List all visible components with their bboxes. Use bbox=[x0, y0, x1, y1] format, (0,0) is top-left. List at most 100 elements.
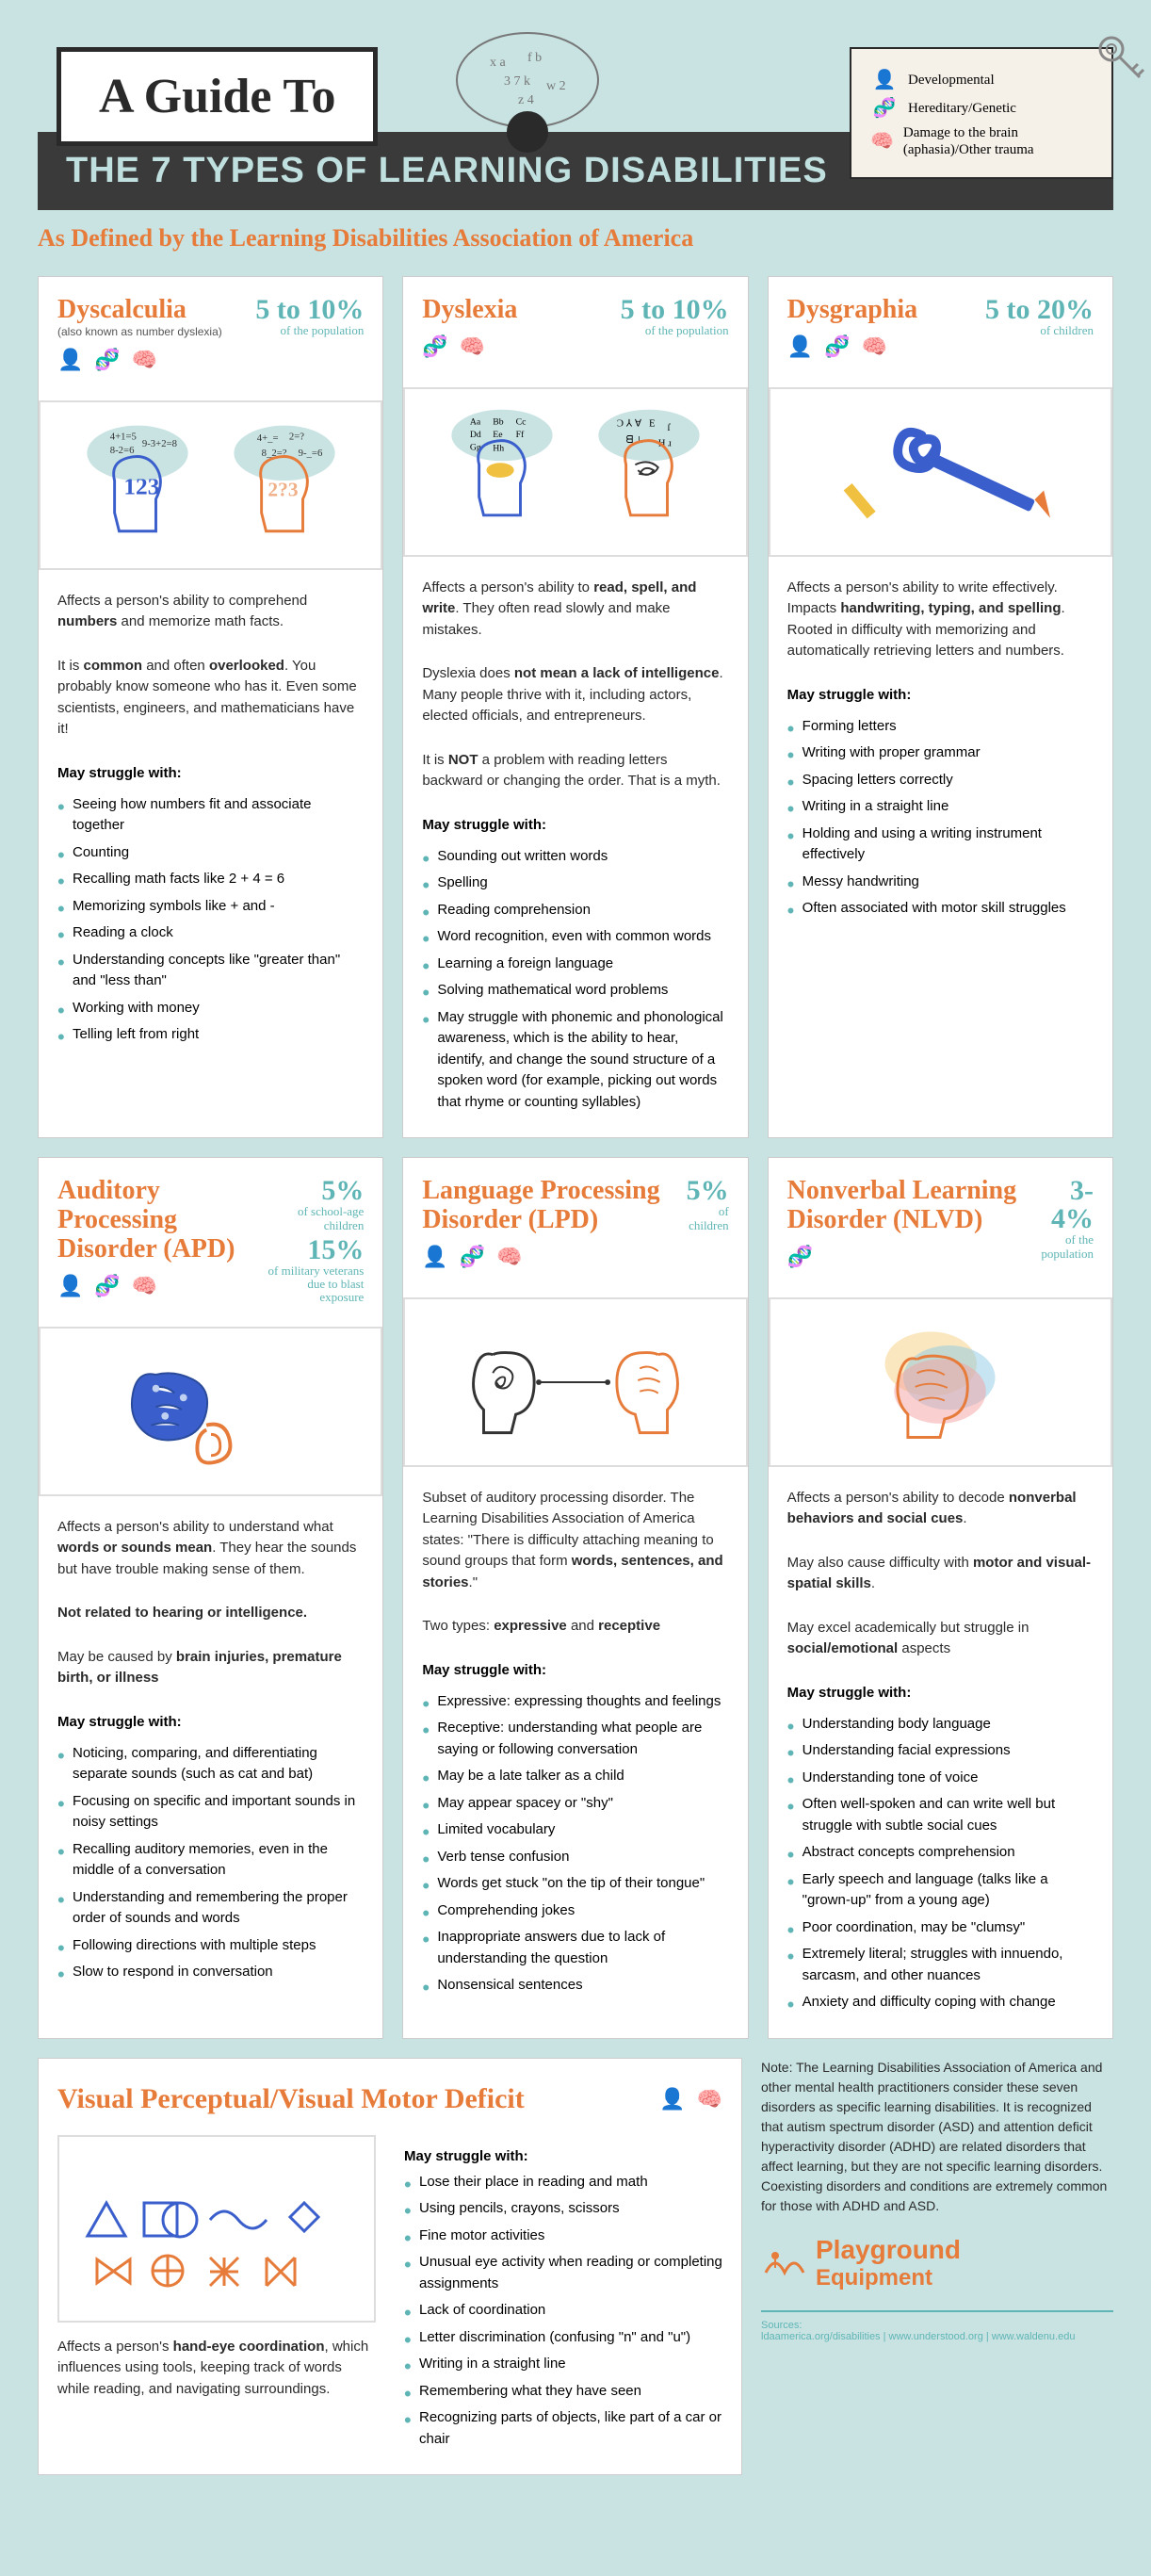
bullet-item: Lose their place in reading and math bbox=[404, 2172, 722, 2193]
svg-text:Cc: Cc bbox=[516, 416, 527, 427]
svg-text:9-3+2=8: 9-3+2=8 bbox=[142, 438, 177, 449]
card-title: Nonverbal Learning Disorder (NLVD) bbox=[787, 1177, 1042, 1235]
body-text: Dyslexia does not mean a lack of intelli… bbox=[422, 663, 728, 727]
brain-icon: 🧠 bbox=[870, 130, 894, 154]
card-title: Dyslexia bbox=[422, 296, 517, 325]
key-label: Developmental bbox=[908, 72, 995, 89]
bullet-item: Spacing letters correctly bbox=[787, 770, 1094, 791]
bullet-item: Recalling auditory memories, even in the… bbox=[57, 1839, 364, 1882]
struggle-heading: May struggle with: bbox=[57, 1714, 364, 1730]
bullet-list: Noticing, comparing, and differentiating… bbox=[57, 1737, 364, 1989]
cause-icons: 🧬🧠 bbox=[422, 334, 517, 359]
illustration: AaBbCcDdEeFfGgHhƆ ⅄ ∀Eſᗺ ⊥H ɹ bbox=[403, 387, 747, 557]
head-icon: 👤 bbox=[870, 68, 899, 91]
card-language-processing-disorder-lpd-: Language Processing Disorder (LPD) 👤🧬🧠 5… bbox=[402, 1157, 748, 2039]
bullet-item: Writing in a straight line bbox=[404, 2354, 722, 2375]
body-text: Affects a person's ability to decode non… bbox=[787, 1488, 1094, 1530]
svg-text:Dd: Dd bbox=[470, 430, 481, 440]
body-text: It is NOT a problem with reading letters… bbox=[422, 750, 728, 792]
stat: 5 to 10%of the population bbox=[255, 296, 364, 337]
bullet-item: Expressive: expressing thoughts and feel… bbox=[422, 1691, 728, 1713]
bullet-list: Forming lettersWriting with proper gramm… bbox=[787, 710, 1094, 925]
body-text: May also cause difficulty with motor and… bbox=[787, 1553, 1094, 1595]
svg-text:Ff: Ff bbox=[516, 430, 525, 440]
struggle-heading: May struggle with: bbox=[404, 2148, 722, 2164]
svg-text:4+_=: 4+_= bbox=[256, 432, 278, 444]
svg-text:9-_=6: 9-_=6 bbox=[298, 448, 322, 459]
bullet-item: Memorizing symbols like + and - bbox=[57, 896, 364, 918]
card-subtitle: (also known as number dyslexia) bbox=[57, 325, 222, 338]
svg-text:Ɔ ⅄ ∀: Ɔ ⅄ ∀ bbox=[617, 417, 642, 429]
card-title: Auditory Processing Disorder (APD) bbox=[57, 1177, 263, 1264]
cause-icons: 👤🧠 bbox=[659, 2087, 722, 2111]
bullet-item: Messy handwriting bbox=[787, 872, 1094, 893]
shapes-illustration bbox=[57, 2135, 376, 2323]
bullet-item: Following directions with multiple steps bbox=[57, 1935, 364, 1957]
card-auditory-processing-disorder-apd-: Auditory Processing Disorder (APD) 👤🧬🧠 5… bbox=[38, 1157, 383, 2039]
bullet-item: Telling left from right bbox=[57, 1024, 364, 1046]
bullet-item: May appear spacey or "shy" bbox=[422, 1793, 728, 1815]
card-nonverbal-learning-disorder-nlvd-: Nonverbal Learning Disorder (NLVD) 🧬 3-4… bbox=[768, 1157, 1113, 2039]
header: x a f b 3 7 k w 2 z 4 👤Developmental 🧬He… bbox=[38, 47, 1113, 253]
legend-key: 👤 Developmental 🧬Hereditary/Genetic 🧠 Dama… bbox=[850, 47, 1113, 179]
struggle-heading: May struggle with: bbox=[422, 817, 728, 833]
key-row: 🧬Hereditary/Genetic bbox=[870, 96, 1093, 120]
key-label: Damage to the brain (aphasia)/Other trau… bbox=[903, 124, 1093, 158]
svg-text:w 2: w 2 bbox=[546, 79, 566, 93]
bullet-list: Understanding body languageUnderstanding… bbox=[787, 1708, 1094, 2019]
cause-icons: 👤🧬🧠 bbox=[422, 1245, 686, 1269]
bullet-item: Understanding and remembering the proper… bbox=[57, 1887, 364, 1930]
bullet-item: May be a late talker as a child bbox=[422, 1766, 728, 1787]
bullet-item: Working with money bbox=[57, 998, 364, 1019]
brain-icon: 🧠 bbox=[460, 334, 485, 359]
bullet-list: Seeing how numbers fit and associate tog… bbox=[57, 789, 364, 1052]
bullet-item: Receptive: understanding what people are… bbox=[422, 1718, 728, 1760]
cause-icons: 👤🧬🧠 bbox=[57, 1274, 263, 1298]
bullet-item: Writing in a straight line bbox=[787, 796, 1094, 818]
brain-icon: 🧠 bbox=[697, 2087, 722, 2111]
bullet-item: Nonsensical sentences bbox=[422, 1975, 728, 1997]
bullet-item: Recalling math facts like 2 + 4 = 6 bbox=[57, 869, 364, 890]
bullet-item: Often well-spoken and can write well but… bbox=[787, 1794, 1094, 1836]
svg-text:3 7 k: 3 7 k bbox=[504, 74, 530, 89]
bullet-item: Reading a clock bbox=[57, 922, 364, 944]
bullet-item: Noticing, comparing, and differentiating… bbox=[57, 1743, 364, 1785]
card-title: Language Processing Disorder (LPD) bbox=[422, 1177, 686, 1235]
stat: 5 to 20%of children bbox=[985, 296, 1094, 337]
illustration bbox=[39, 1327, 382, 1496]
card-title: Visual Perceptual/Visual Motor Deficit bbox=[57, 2083, 525, 2114]
body-text: Affects a person's ability to write effe… bbox=[787, 578, 1094, 662]
stat: 5%of school-age children15%of military v… bbox=[263, 1177, 364, 1304]
title-box: A Guide To bbox=[57, 47, 378, 146]
dna-icon: 🧬 bbox=[94, 1274, 120, 1298]
brain-icon: 🧠 bbox=[861, 334, 886, 359]
card-title: Dysgraphia bbox=[787, 296, 917, 325]
struggle-heading: May struggle with: bbox=[787, 1685, 1094, 1701]
head-icon: 👤 bbox=[659, 2087, 685, 2111]
head-icon: 👤 bbox=[57, 1274, 83, 1298]
stat: 5%of children bbox=[687, 1177, 729, 1232]
svg-text:2=?: 2=? bbox=[289, 431, 304, 442]
illustration: 4+1=58-2=69-3+2=81234+_=2=?8_2=?9-_=62?3 bbox=[39, 400, 382, 570]
bullet-item: Reading comprehension bbox=[422, 900, 728, 921]
bullet-item: Holding and using a writing instrument e… bbox=[787, 823, 1094, 866]
bullet-item: May struggle with phonemic and phonologi… bbox=[422, 1007, 728, 1114]
head-icon: 👤 bbox=[57, 348, 83, 372]
bullet-item: Focusing on specific and important sound… bbox=[57, 1791, 364, 1834]
note-text: Note: The Learning Disabilities Associat… bbox=[761, 2058, 1113, 2216]
sources: Sources: ldaamerica.org/disabilities | w… bbox=[761, 2310, 1113, 2342]
body-text: Affects a person's hand-eye coordination… bbox=[57, 2337, 376, 2401]
bullet-item: Learning a foreign language bbox=[422, 954, 728, 975]
bullet-item: Word recognition, even with common words bbox=[422, 926, 728, 948]
bullet-item: Extremely literal; struggles with innuen… bbox=[787, 1944, 1094, 1986]
key-row: 👤 Developmental bbox=[870, 68, 1093, 91]
key-row: 🧠 Damage to the brain (aphasia)/Other tra… bbox=[870, 124, 1093, 158]
bullet-list: Expressive: expressing thoughts and feel… bbox=[422, 1686, 728, 2002]
page-title: A Guide To bbox=[99, 69, 335, 124]
body-text: May excel academically but struggle in s… bbox=[787, 1618, 1094, 1660]
svg-text:E: E bbox=[649, 417, 656, 429]
brain-icon: 🧠 bbox=[132, 348, 157, 372]
bullet-item: Understanding concepts like "greater tha… bbox=[57, 950, 364, 992]
dna-icon: 🧬 bbox=[460, 1245, 485, 1269]
key-icon bbox=[1093, 30, 1149, 98]
